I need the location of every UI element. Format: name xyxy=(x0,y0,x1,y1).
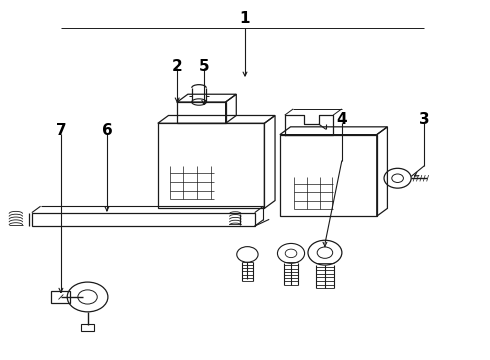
Text: 2: 2 xyxy=(172,59,183,74)
Bar xyxy=(51,291,70,303)
Bar xyxy=(177,102,225,123)
Text: 7: 7 xyxy=(55,123,66,138)
Text: 1: 1 xyxy=(240,11,250,26)
Text: 6: 6 xyxy=(101,123,112,138)
Bar xyxy=(280,135,377,216)
Bar xyxy=(81,324,94,331)
Text: 5: 5 xyxy=(198,59,209,74)
Bar xyxy=(32,213,255,226)
Bar xyxy=(158,123,265,208)
Text: 4: 4 xyxy=(337,112,347,127)
Text: 3: 3 xyxy=(419,112,430,127)
